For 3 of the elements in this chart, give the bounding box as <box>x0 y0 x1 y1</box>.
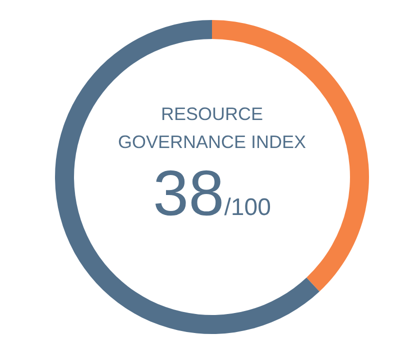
text: RESOURCE GOVERNANCE INDEX <box>118 104 306 152</box>
donut-slice <box>55 20 320 334</box>
text: 38/100 <box>153 157 271 229</box>
